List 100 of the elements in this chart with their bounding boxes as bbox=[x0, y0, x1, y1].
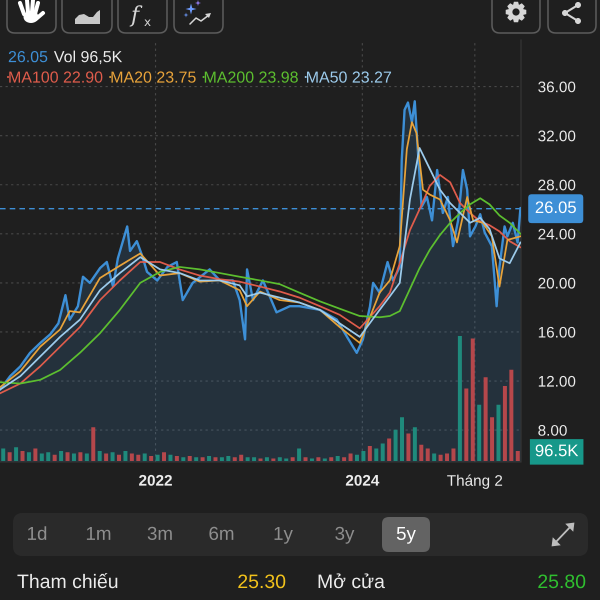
legend-label: MA100 22.90 bbox=[9, 71, 102, 83]
text: 3m bbox=[148, 526, 172, 540]
ref-line-label: 26.05 bbox=[536, 201, 576, 214]
bar bbox=[246, 457, 250, 461]
bar bbox=[509, 370, 514, 461]
bar bbox=[162, 452, 166, 461]
annotation: Vol 96,5K bbox=[54, 50, 122, 64]
bar bbox=[84, 454, 89, 461]
bar bbox=[368, 446, 372, 461]
text: Tham chiếu bbox=[17, 573, 118, 588]
legend-label: MA200 23.98 bbox=[204, 71, 298, 83]
y-tick-label: 24.00 bbox=[538, 228, 576, 240]
bar bbox=[470, 338, 475, 461]
bar bbox=[40, 454, 44, 461]
bar bbox=[104, 454, 108, 461]
bar bbox=[451, 448, 456, 461]
bar bbox=[156, 454, 160, 461]
bar bbox=[278, 457, 282, 461]
y-tick-label: 8.00 bbox=[538, 424, 567, 436]
bar bbox=[445, 454, 450, 461]
text: 1m bbox=[86, 526, 110, 540]
bar bbox=[502, 386, 507, 461]
bar bbox=[46, 452, 50, 461]
bar bbox=[226, 456, 230, 461]
y-tick-label: 36.00 bbox=[538, 81, 576, 92]
bar bbox=[400, 417, 404, 461]
text: 3y bbox=[335, 526, 354, 544]
bar bbox=[297, 448, 302, 461]
bar bbox=[419, 444, 424, 461]
bar bbox=[380, 444, 385, 461]
text: 6m bbox=[209, 526, 234, 540]
legend-label: MA20 23.75 bbox=[112, 71, 196, 83]
bar bbox=[149, 456, 154, 461]
y-tick-label: 12.00 bbox=[538, 376, 576, 387]
text: 25.80 bbox=[538, 574, 586, 588]
bar bbox=[117, 454, 121, 461]
bar bbox=[516, 451, 520, 461]
bar bbox=[496, 404, 500, 461]
y-tick-label: 20.00 bbox=[538, 278, 576, 289]
bar bbox=[220, 457, 224, 461]
bar bbox=[264, 457, 269, 461]
bar bbox=[130, 454, 134, 461]
bar bbox=[200, 457, 205, 461]
bar bbox=[91, 427, 96, 461]
bar bbox=[194, 457, 198, 461]
bar bbox=[123, 451, 128, 461]
text: 5y bbox=[396, 526, 416, 544]
bar bbox=[426, 448, 430, 461]
x-tick-label: Tháng 2 bbox=[447, 474, 502, 489]
bar bbox=[33, 448, 38, 461]
bar bbox=[458, 336, 462, 461]
text: 1y bbox=[274, 526, 293, 544]
text: Mở cửa bbox=[318, 573, 385, 588]
bar bbox=[336, 456, 340, 461]
bar bbox=[252, 457, 256, 461]
legend-label: MA50 23.27 bbox=[307, 71, 392, 83]
bar bbox=[342, 457, 346, 461]
bar bbox=[14, 447, 18, 461]
bar bbox=[484, 377, 488, 461]
text: 25.30 bbox=[238, 574, 286, 588]
bar bbox=[290, 457, 295, 461]
bar bbox=[59, 451, 64, 461]
bar bbox=[72, 454, 76, 461]
bar bbox=[361, 451, 366, 461]
bar bbox=[329, 457, 334, 461]
bar bbox=[213, 457, 218, 461]
bar bbox=[168, 454, 172, 461]
bar bbox=[142, 454, 147, 461]
bar bbox=[348, 454, 353, 461]
text: 1d bbox=[28, 526, 46, 540]
bar bbox=[232, 457, 237, 461]
bar bbox=[181, 457, 186, 461]
x-tick-label: 2022 bbox=[139, 474, 172, 486]
bar bbox=[490, 417, 494, 461]
bar bbox=[464, 388, 468, 461]
x-tick-label: 2024 bbox=[346, 474, 380, 486]
annotation: 26.05 bbox=[8, 50, 48, 62]
bar bbox=[20, 451, 25, 461]
bar bbox=[316, 457, 320, 461]
bar bbox=[354, 454, 359, 461]
bar bbox=[239, 454, 244, 461]
y-tick-label: 32.00 bbox=[538, 130, 576, 142]
bar bbox=[174, 456, 179, 461]
bar bbox=[304, 457, 308, 461]
bar bbox=[66, 452, 70, 461]
text: 96.5K bbox=[536, 444, 578, 456]
bar bbox=[1, 448, 6, 461]
bar bbox=[52, 454, 57, 461]
bar bbox=[207, 456, 212, 461]
bar bbox=[26, 452, 31, 461]
bar bbox=[406, 434, 410, 461]
y-tick-label: 16.00 bbox=[538, 326, 576, 338]
bar bbox=[98, 451, 102, 461]
y-tick-label: 28.00 bbox=[538, 180, 576, 190]
bar bbox=[412, 427, 417, 461]
bar bbox=[438, 454, 443, 461]
bar bbox=[374, 448, 378, 461]
bar bbox=[394, 430, 398, 461]
bar bbox=[110, 452, 115, 461]
bar bbox=[78, 452, 82, 461]
